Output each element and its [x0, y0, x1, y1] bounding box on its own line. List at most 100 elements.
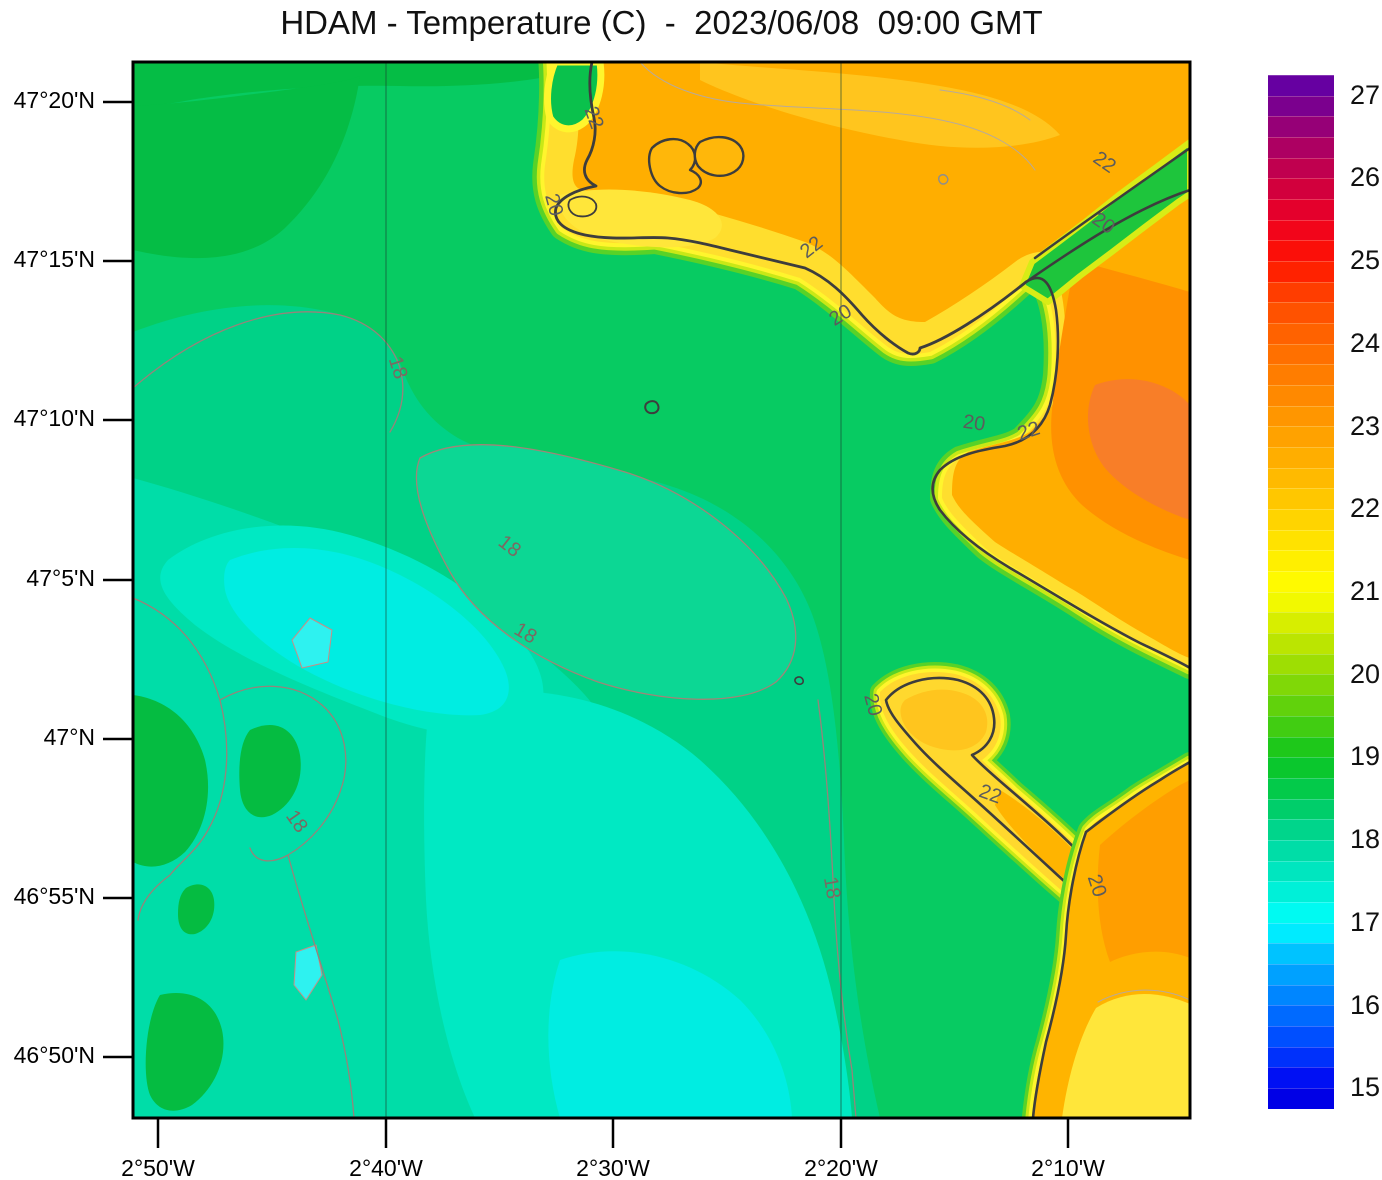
colorbar-segment	[1268, 364, 1334, 386]
colorbar-segment	[1268, 509, 1334, 530]
colorbar-segment	[1268, 943, 1334, 964]
colorbar-segment	[1268, 488, 1334, 510]
contour-label-20: 20	[962, 411, 987, 436]
colorbar-segment	[1268, 302, 1334, 324]
colorbar-segment	[1268, 1046, 1334, 1068]
colorbar-segment	[1268, 323, 1334, 344]
se-coastline-ne-arm	[1084, 760, 1190, 834]
hot-orange-core	[1087, 379, 1190, 520]
colorbar-segment	[1268, 95, 1334, 117]
colorbar-tick-label: 20	[1350, 658, 1381, 689]
colorbar-tick-label: 25	[1350, 244, 1381, 275]
colorbar-tick-label: 24	[1350, 327, 1381, 358]
colorbar-tick-label: 22	[1350, 493, 1381, 524]
islet-1	[644, 400, 660, 415]
colorbar-segment	[1268, 777, 1334, 799]
lon-tick-label: 2°40'W	[349, 1155, 423, 1180]
lat-tick-label: 47°10'N	[14, 405, 95, 431]
colorbar-tick-label: 16	[1350, 989, 1381, 1020]
s-arm-coastline	[931, 276, 1190, 670]
colorbar-segment	[1268, 571, 1334, 592]
colorbar-segment	[1268, 757, 1334, 778]
land-contour-faint-2	[939, 89, 1031, 121]
colorbar-segment	[1268, 984, 1334, 1006]
colorbar-segment	[1268, 963, 1334, 985]
valley-bank-south	[1024, 188, 1190, 284]
colorbar-segment	[1268, 137, 1334, 158]
colorbar-segment	[1268, 178, 1334, 200]
colorbar-tick-label: 17	[1350, 906, 1381, 937]
colorbar-segment	[1268, 467, 1334, 489]
lon-tick-label: 2°30'W	[576, 1155, 650, 1180]
colorbar-segment	[1268, 591, 1334, 613]
colorbar-segment	[1268, 1005, 1334, 1026]
land-orange-light-band	[700, 62, 1060, 148]
land-contour-faint-1	[639, 62, 1036, 171]
contour-label-18: 18	[819, 875, 845, 901]
colorbar-segment	[1268, 674, 1334, 696]
lake-1	[648, 137, 702, 195]
colorbar	[1268, 75, 1334, 1109]
colorbar-tick-label: 19	[1350, 741, 1381, 772]
se-coastline	[1031, 830, 1088, 1118]
main-coastline	[554, 62, 1028, 356]
colorbar-segment	[1268, 385, 1334, 406]
colorbar-tick-label: 23	[1350, 410, 1381, 441]
colorbar-segment	[1268, 881, 1334, 902]
colorbar-segment	[1268, 1067, 1334, 1088]
lake-2	[693, 135, 745, 178]
colorbar-tick-label: 27	[1350, 79, 1381, 110]
land-orange-core	[572, 62, 1190, 658]
valley-bank-north	[1033, 146, 1190, 260]
lon-tick-label: 2°10'W	[1031, 1155, 1105, 1180]
plot-title: HDAM - Temperature (C) - 2023/06/08 09:0…	[280, 4, 1043, 41]
darkgreen-blob-4	[178, 884, 215, 935]
colorbar-tick-label: 15	[1350, 1072, 1381, 1103]
colorbar-segment	[1268, 550, 1334, 572]
colorbar-segment	[1268, 798, 1334, 820]
colorbar-segment	[1268, 612, 1334, 634]
colorbar-segment	[1268, 447, 1334, 468]
darkgreen-blob-3	[145, 993, 224, 1111]
lat-tick-label: 46°50'N	[14, 1042, 95, 1068]
lat-tick-label: 47°15'N	[14, 246, 95, 272]
se-land-contour-faint	[1097, 989, 1190, 1003]
island-core	[900, 689, 988, 751]
contour-18-line-c	[817, 699, 857, 1118]
estuary-marsh-blob	[567, 195, 598, 218]
darkgreen-blob-1	[133, 695, 209, 867]
map-frame	[131, 60, 1192, 1120]
lat-tick-label: 47°20'N	[14, 87, 95, 113]
colorbar-segment	[1268, 901, 1334, 923]
colorbar-segment	[1268, 529, 1334, 551]
colorbar-segment	[1268, 261, 1334, 282]
darkgreen-blob-2	[239, 724, 301, 818]
estuary-yellow-pocket	[559, 189, 722, 248]
colorbar-tick-label: 26	[1350, 162, 1381, 193]
colorbar-segment	[1268, 1087, 1334, 1109]
cyan-bright-patch-1	[291, 617, 333, 669]
colorbar-segment	[1268, 281, 1334, 303]
colorbar-segment	[1268, 653, 1334, 675]
colorbar-tick-label: 18	[1350, 824, 1381, 855]
lon-tick-label: 2°50'W	[121, 1155, 195, 1180]
contour-18-line-a	[133, 311, 404, 433]
colorbar-segment	[1268, 405, 1334, 427]
sea-corner-patch	[133, 76, 360, 259]
lat-tick-label: 47°N	[44, 724, 95, 750]
colorbar-segment	[1268, 1025, 1334, 1047]
colorbar-segment	[1268, 633, 1334, 654]
colorbar-segment	[1268, 715, 1334, 737]
lon-tick-label: 2°20'W	[804, 1155, 878, 1180]
contour-18-tongue	[415, 444, 797, 700]
colorbar-segment	[1268, 157, 1334, 179]
contour-18-line-b	[133, 597, 355, 1118]
sea-top-band	[133, 62, 600, 107]
colorbar-segment	[1268, 736, 1334, 758]
colorbar-segment	[1268, 819, 1334, 840]
colorbar-segment	[1268, 922, 1334, 944]
cyan-bright-patch-2	[293, 944, 323, 1001]
